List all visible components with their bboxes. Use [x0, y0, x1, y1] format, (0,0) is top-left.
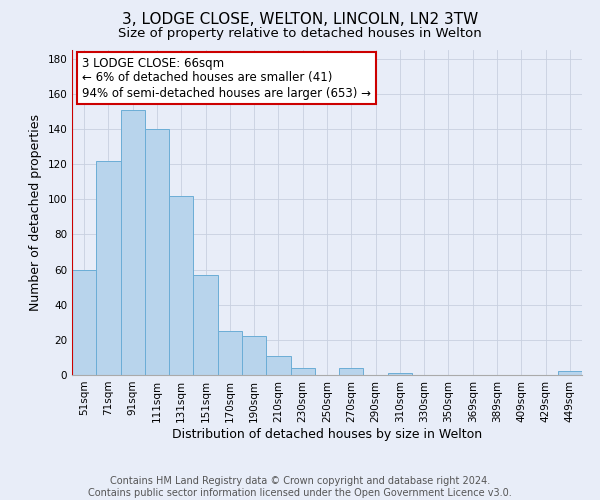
Bar — [290, 368, 315, 375]
Text: 3, LODGE CLOSE, WELTON, LINCOLN, LN2 3TW: 3, LODGE CLOSE, WELTON, LINCOLN, LN2 3TW — [122, 12, 478, 28]
Bar — [72, 270, 96, 375]
Bar — [193, 275, 218, 375]
Bar — [266, 356, 290, 375]
Text: Size of property relative to detached houses in Welton: Size of property relative to detached ho… — [118, 28, 482, 40]
Y-axis label: Number of detached properties: Number of detached properties — [29, 114, 42, 311]
Bar — [145, 129, 169, 375]
Bar — [388, 373, 412, 375]
Bar — [96, 160, 121, 375]
Text: Contains HM Land Registry data © Crown copyright and database right 2024.
Contai: Contains HM Land Registry data © Crown c… — [88, 476, 512, 498]
Bar — [558, 372, 582, 375]
X-axis label: Distribution of detached houses by size in Welton: Distribution of detached houses by size … — [172, 428, 482, 440]
Bar — [218, 331, 242, 375]
Bar — [121, 110, 145, 375]
Bar — [242, 336, 266, 375]
Bar — [339, 368, 364, 375]
Text: 3 LODGE CLOSE: 66sqm
← 6% of detached houses are smaller (41)
94% of semi-detach: 3 LODGE CLOSE: 66sqm ← 6% of detached ho… — [82, 56, 371, 100]
Bar — [169, 196, 193, 375]
